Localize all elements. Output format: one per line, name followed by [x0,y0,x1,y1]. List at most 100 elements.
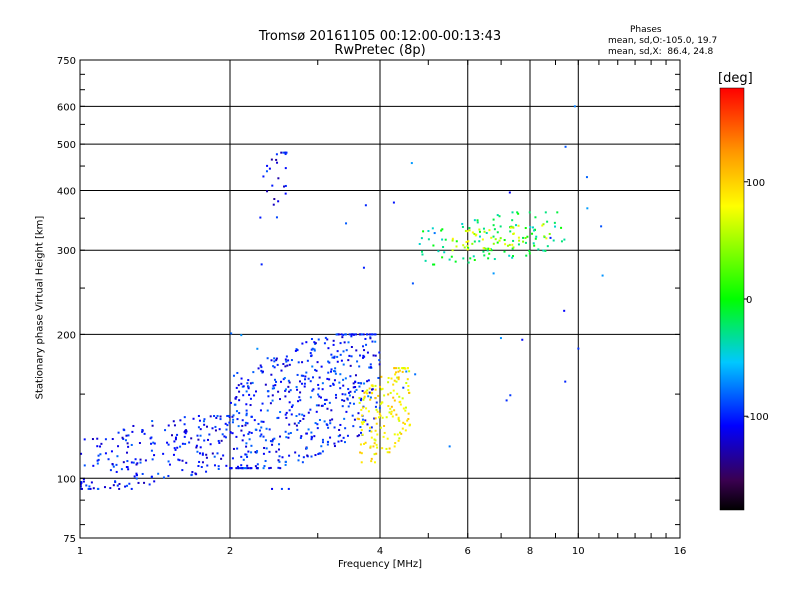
data-point [321,388,324,391]
data-point [385,447,388,450]
data-point [395,380,398,383]
data-point [321,450,324,453]
data-point [271,438,274,441]
data-point [534,237,537,240]
data-point [352,402,355,405]
data-point [461,222,464,225]
data-point [383,431,386,434]
data-point [191,471,194,474]
data-point [298,413,301,416]
data-point [247,467,250,470]
data-point [269,440,272,443]
data-point [244,421,247,424]
data-point [503,239,506,242]
data-point [314,422,317,425]
data-point [511,256,514,259]
data-point [353,418,356,421]
data-point [348,394,351,397]
data-point [396,433,399,436]
data-point [359,382,362,385]
data-point [128,482,131,485]
data-point [498,215,501,218]
colorbar-tick-label: 100 [746,178,765,189]
data-point [240,429,243,432]
y-tick-label: 75 [63,534,76,545]
data-point [244,453,247,456]
data-point [231,415,234,418]
data-point [266,164,269,167]
data-point [162,452,165,455]
data-point [173,440,176,443]
data-point [131,430,134,433]
data-point [110,450,113,453]
data-point [82,478,85,481]
data-point [260,366,263,369]
data-point [294,349,297,352]
data-point [249,382,252,385]
data-point [259,216,262,219]
data-point [344,377,347,380]
data-point [343,399,346,402]
data-point [224,436,227,439]
data-point [240,382,243,385]
data-point [117,431,120,434]
data-point [498,239,501,242]
data-point [329,370,332,373]
data-point [370,333,373,336]
data-point [327,347,330,350]
data-point [378,412,381,415]
data-point [130,443,133,446]
data-point [343,341,346,344]
data-point [250,451,253,454]
data-point [385,416,388,419]
data-point [126,460,129,463]
data-point [260,433,263,436]
data-point [107,458,110,461]
data-point [296,349,299,352]
data-point [552,239,555,242]
data-point [327,426,330,429]
data-point [485,231,488,234]
data-point [240,334,243,337]
data-point [271,387,274,390]
data-point [279,435,282,438]
data-point [333,379,336,382]
data-point [268,167,271,170]
data-point [388,411,391,414]
data-point [96,462,99,465]
data-point [301,361,304,364]
data-point [238,412,241,415]
data-point [374,340,377,343]
data-point [349,375,352,378]
colorbar-tick-label: 0 [746,295,752,306]
data-point [372,354,375,357]
data-point [309,396,312,399]
data-point [284,358,287,361]
data-point [290,359,293,362]
data-point [319,396,322,399]
data-point [392,383,395,386]
data-point [236,418,239,421]
data-point [342,363,345,366]
data-point [406,419,409,422]
data-point [332,339,335,342]
data-point [363,382,366,385]
data-point [307,411,310,414]
data-point [387,377,390,380]
data-point [467,240,470,243]
data-point [289,389,292,392]
data-point [381,401,384,404]
data-point [250,467,253,470]
data-point [218,441,221,444]
data-point [360,461,363,464]
data-point [573,105,576,108]
data-point [369,398,372,401]
data-point [432,263,435,266]
data-point [273,437,276,440]
data-point [307,377,310,380]
data-point [363,442,366,445]
data-point [375,408,378,411]
data-point [406,378,409,381]
data-point [524,241,527,244]
data-point [473,240,476,243]
